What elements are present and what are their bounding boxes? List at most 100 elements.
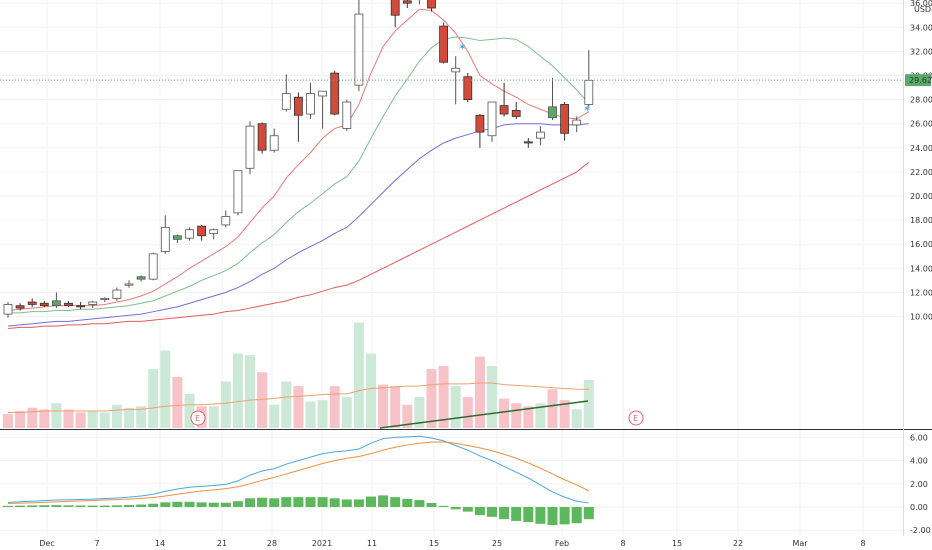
macd-histogram-bar bbox=[15, 505, 26, 507]
macd-histogram-bar bbox=[232, 501, 243, 507]
candle-body bbox=[197, 225, 207, 237]
macd-histogram-bar bbox=[317, 497, 328, 507]
x-tick-label: 22 bbox=[733, 539, 743, 548]
candle-body bbox=[584, 79, 594, 105]
y-tick-label: 20.00 bbox=[910, 192, 932, 201]
macd-histogram-bar bbox=[450, 507, 461, 510]
macd-histogram-bar bbox=[378, 495, 389, 507]
earnings-marker-2[interactable]: E bbox=[628, 410, 644, 426]
candle-body bbox=[15, 305, 25, 309]
y-tick-label: 18.00 bbox=[910, 216, 932, 225]
macd-histogram-bar bbox=[196, 502, 207, 507]
macd-histogram-bar bbox=[269, 498, 280, 507]
volume-ma-line bbox=[8, 382, 589, 413]
signal-star-icon: ✶ bbox=[583, 104, 591, 115]
candle-body bbox=[221, 216, 231, 226]
candle-body bbox=[536, 131, 545, 139]
earnings-marker-1[interactable]: E bbox=[190, 410, 206, 426]
volume-bars bbox=[3, 322, 594, 429]
volume-bar bbox=[136, 406, 147, 428]
x-tick-label: 2021 bbox=[312, 539, 332, 548]
candle-body bbox=[463, 76, 473, 101]
candle-body bbox=[233, 170, 243, 214]
candle-body bbox=[136, 276, 146, 280]
macd-histogram-bar bbox=[523, 507, 534, 523]
volume-bar bbox=[426, 369, 437, 428]
macd-panel bbox=[3, 435, 594, 525]
earnings-icon bbox=[190, 410, 206, 426]
volume-bar bbox=[148, 369, 159, 428]
candle-body bbox=[572, 119, 582, 126]
macd-histogram-bar bbox=[402, 498, 413, 507]
candle-body bbox=[354, 13, 364, 86]
macd-histogram-bar bbox=[148, 503, 159, 507]
macd-histogram-bar bbox=[474, 507, 485, 516]
candle-body bbox=[499, 105, 509, 115]
y-tick-label: 6.00 bbox=[910, 433, 928, 442]
macd-histogram-bar bbox=[426, 502, 437, 507]
y-tick-label: 2.00 bbox=[910, 480, 928, 489]
candles: ✶✶ bbox=[3, 0, 594, 318]
macd-histogram-bar bbox=[87, 505, 98, 507]
volume-bar bbox=[39, 409, 50, 428]
candle-body bbox=[39, 302, 49, 307]
macd-histogram-bar bbox=[511, 507, 522, 521]
candle-body bbox=[52, 300, 61, 307]
macd-histogram-bar bbox=[281, 497, 292, 507]
last-price-tag: 29.62 bbox=[905, 74, 932, 87]
macd-histogram-bar bbox=[329, 498, 340, 507]
y-tick-label: 14.00 bbox=[910, 264, 932, 273]
candle-body bbox=[112, 289, 122, 299]
macd-histogram-bar bbox=[559, 507, 570, 525]
volume-bar bbox=[160, 350, 171, 428]
candle-body bbox=[402, 0, 412, 4]
x-tick-label: 7 bbox=[94, 539, 99, 548]
volume-bar bbox=[511, 403, 522, 428]
currency-label: USD bbox=[914, 5, 931, 14]
x-tick-label: Mar bbox=[792, 539, 808, 548]
candle-body bbox=[439, 25, 449, 63]
x-tick-label: 14 bbox=[155, 539, 165, 548]
macd-histogram-bar bbox=[257, 497, 268, 507]
candle-body bbox=[523, 141, 533, 144]
volume-bar bbox=[474, 356, 485, 428]
volume-bar bbox=[559, 400, 570, 428]
candle-body bbox=[64, 302, 73, 307]
macd-histogram-bar bbox=[390, 497, 401, 507]
volume-bar bbox=[305, 401, 316, 428]
y-tick-label: 32.00 bbox=[910, 47, 932, 56]
macd-histogram-bar bbox=[245, 498, 255, 507]
candle-body bbox=[185, 229, 194, 239]
macd-histogram-bar bbox=[571, 507, 582, 524]
volume-bar bbox=[366, 353, 376, 428]
x-tick-label: Dec bbox=[39, 539, 54, 548]
volume-bar bbox=[378, 384, 389, 428]
candle-body bbox=[269, 135, 279, 151]
volume-bar bbox=[51, 403, 62, 428]
macd-histogram-bar bbox=[438, 505, 449, 507]
candle-body bbox=[487, 101, 497, 137]
volume-bar bbox=[99, 412, 110, 428]
candle-body bbox=[160, 226, 170, 252]
candle-body bbox=[148, 253, 158, 280]
macd-histogram-bar bbox=[39, 505, 50, 507]
x-tick-label: 15 bbox=[429, 539, 439, 548]
macd-histogram-bar bbox=[414, 500, 425, 507]
volume-bar bbox=[27, 407, 38, 428]
volume-bar bbox=[523, 406, 534, 428]
macd-histogram-bar bbox=[136, 504, 147, 507]
volume-bar bbox=[269, 404, 280, 428]
volume-bar bbox=[232, 353, 243, 428]
candle-body bbox=[281, 93, 291, 110]
volume-bar bbox=[547, 389, 558, 428]
ma-long-line bbox=[7, 161, 590, 330]
volume-bar bbox=[257, 372, 268, 428]
macd-histogram-bar bbox=[305, 497, 316, 507]
macd-histogram-bar bbox=[63, 505, 74, 507]
macd-histogram-bar bbox=[99, 505, 110, 507]
candle-body bbox=[318, 90, 328, 97]
volume-bar bbox=[499, 398, 510, 428]
volume-bar bbox=[281, 381, 292, 428]
candle-body bbox=[560, 104, 569, 134]
